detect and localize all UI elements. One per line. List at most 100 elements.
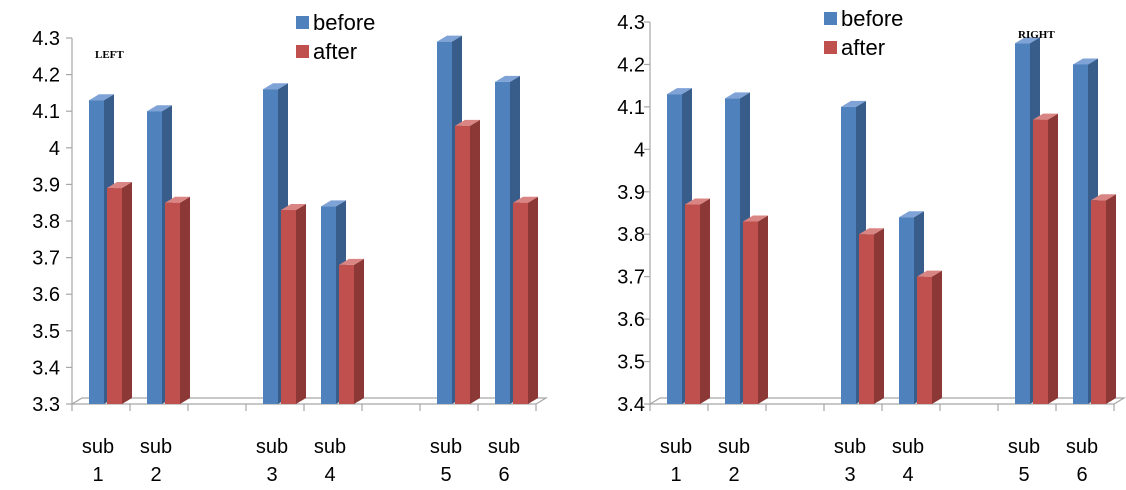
bar-top (437, 35, 462, 42)
bar-top (685, 198, 710, 205)
bar-front (1073, 64, 1088, 404)
left-legend-label-after: after (313, 39, 357, 64)
right-x-label-4-line2: 4 (902, 464, 913, 486)
left-x-label-3-line1: sub (256, 436, 288, 458)
bar-side (1106, 194, 1116, 404)
right-legend-swatch-before (824, 12, 837, 25)
left-x-label-5-line2: 5 (440, 464, 451, 486)
bar-front (743, 221, 758, 404)
bar-front (725, 98, 740, 405)
right-x-label-3-line1: sub (834, 436, 866, 458)
bar-front (841, 106, 856, 404)
bar-top (147, 105, 172, 112)
left-bar-after-2 (165, 196, 190, 404)
bar-front (667, 94, 682, 405)
bar-top (281, 204, 306, 211)
bar-top (917, 270, 942, 277)
bar-front (89, 100, 104, 404)
left-legend-swatch-before (296, 16, 309, 29)
right-legend-label-after: after (841, 35, 885, 60)
right-y-tick-label: 4.2 (617, 54, 645, 76)
left-legend-label-before: before (313, 10, 375, 35)
left-y-tick-label: 3.8 (32, 211, 60, 233)
bar-top (1073, 58, 1098, 65)
right-x-label-4-line1: sub (892, 436, 924, 458)
bar-front (685, 204, 700, 404)
bar-side (122, 182, 132, 404)
bar-top (339, 258, 364, 265)
bar-top (89, 94, 114, 101)
left-chart-floor (69, 397, 549, 405)
bar-front (147, 111, 162, 404)
right-x-label-2-line2: 2 (728, 464, 739, 486)
right-x-label-6-line1: sub (1066, 436, 1098, 458)
right-bar-after-2 (743, 215, 768, 404)
bar-front (899, 217, 914, 404)
bar-top (107, 182, 132, 189)
right-x-label-1-line2: 1 (670, 464, 681, 486)
left-x-label-2-line2: 2 (150, 464, 161, 486)
right-x-label-5-line1: sub (1008, 436, 1040, 458)
bar-side (470, 119, 480, 404)
right-chart: 3.4 3.5 3.6 3.7 3.8 3.9 4 4.1 4.2 4.3 sub 1 sub 2 sub 3… (563, 0, 1126, 490)
bar-front (513, 202, 528, 404)
bar-side (874, 228, 884, 404)
right-chart-svg: 3.4 3.5 3.6 3.7 3.8 3.9 4 4.1 4.2 4.3 sub 1 sub 2 sub 3… (617, 6, 1126, 486)
right-y-tick-label: 4 (634, 139, 645, 161)
left-y-tick-label: 4.3 (32, 28, 60, 50)
bar-top (1015, 37, 1040, 44)
bar-top (321, 200, 346, 207)
right-y-tick-label: 4.3 (617, 12, 645, 34)
right-bar-after-3 (859, 228, 884, 404)
right-y-tick-label: 3.5 (617, 352, 645, 374)
bar-top (859, 228, 884, 235)
left-x-label-3-line2: 3 (266, 464, 277, 486)
right-bar-after-6 (1091, 194, 1116, 404)
right-legend-swatch-after (824, 41, 837, 54)
left-y-tick-label: 3.9 (32, 174, 60, 196)
left-y-tick-label: 3.7 (32, 248, 60, 270)
left-x-label-1-line1: sub (82, 436, 114, 458)
left-x-label-2-line1: sub (140, 436, 172, 458)
right-x-label-3-line2: 3 (844, 464, 855, 486)
bar-side (700, 198, 710, 404)
right-bar-after-1 (685, 198, 710, 404)
left-x-label-4-line2: 4 (324, 464, 335, 486)
bar-side (528, 196, 538, 404)
bar-top (667, 88, 692, 95)
left-chart: 3.3 3.4 3.5 3.6 3.7 3.8 3.9 4 4.1 4.2 4.3 sub 1 sub 2 s… (32, 10, 549, 486)
bar-top (899, 211, 924, 218)
left-bar-after-4 (339, 258, 364, 404)
left-bar-after-5 (455, 119, 480, 404)
bar-front (107, 188, 122, 404)
bar-front (1015, 43, 1030, 404)
left-x-label-4-line1: sub (314, 436, 346, 458)
right-x-label-5-line2: 5 (1018, 464, 1029, 486)
left-y-tick-label: 4 (49, 138, 60, 160)
left-x-label-5-line1: sub (430, 436, 462, 458)
right-y-tick-label: 4.1 (617, 97, 645, 119)
left-x-label-1-line2: 1 (92, 464, 103, 486)
bar-side (932, 270, 942, 404)
right-bar-after-5 (1033, 113, 1058, 404)
bar-side (354, 258, 364, 404)
right-y-tick-label: 3.9 (617, 182, 645, 204)
right-chart-title: RIGHT (1018, 29, 1055, 41)
left-legend-swatch-after (296, 45, 309, 58)
bar-top (1091, 194, 1116, 201)
left-x-label-6-line2: 6 (498, 464, 509, 486)
left-y-tick-label: 4.2 (32, 65, 60, 87)
bar-top (743, 215, 768, 222)
right-x-label-6-line2: 6 (1076, 464, 1087, 486)
bar-front (321, 206, 336, 404)
left-y-tick-label: 3.6 (32, 284, 60, 306)
bar-side (1048, 113, 1058, 404)
bar-front (263, 89, 278, 405)
bar-top (841, 100, 866, 107)
bar-side (180, 196, 190, 404)
left-x-label-6-line1: sub (488, 436, 520, 458)
bar-top (263, 83, 288, 90)
bar-top (1033, 113, 1058, 120)
left-y-tick-label: 3.5 (32, 321, 60, 343)
bar-top (455, 119, 480, 126)
